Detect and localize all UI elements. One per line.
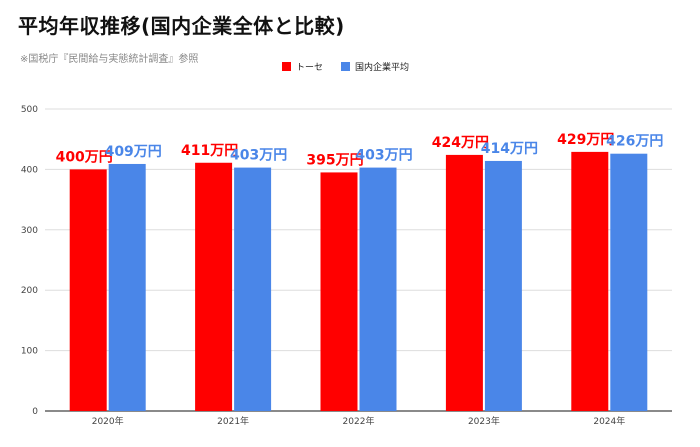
legend-label-series-2: 国内企業平均	[355, 63, 410, 73]
data-label-series-1: 429万円	[557, 132, 614, 148]
y-tick-label: 200	[21, 286, 38, 296]
x-tick-label: 2022年	[343, 415, 375, 427]
data-label-series-2: 426万円	[606, 134, 663, 150]
bar-series-1-2024年	[571, 151, 609, 411]
data-label-series-1: 411万円	[181, 143, 238, 159]
data-label-series-1: 400万円	[56, 149, 113, 165]
bar-series-1-2020年	[69, 169, 107, 411]
data-label-series-2: 409万円	[105, 144, 162, 160]
bar-series-2-2022年	[359, 167, 397, 411]
y-tick-label: 500	[21, 105, 38, 115]
legend-swatch-series-2	[341, 62, 351, 71]
chart-subtitle: ※国税庁『民間給与実態統計調査』参照	[20, 54, 199, 65]
data-label-series-2: 403万円	[355, 148, 412, 164]
data-label-series-1: 395万円	[306, 152, 363, 168]
gridlines	[45, 108, 672, 412]
legend-label-series-1: トーセ	[296, 63, 324, 73]
y-tick-label: 300	[21, 226, 38, 236]
x-tick-label: 2020年	[92, 415, 124, 427]
x-axis-ticks: 2020年 2021年 2022年 2023年 2024年	[92, 415, 626, 427]
y-tick-label: 0	[32, 407, 38, 417]
legend-item-series-1: トーセ	[282, 60, 323, 73]
data-label-series-2: 414万円	[481, 141, 538, 157]
chart-legend: トーセ 国内企業平均	[282, 60, 427, 73]
y-tick-label: 400	[21, 165, 38, 175]
x-tick-label: 2023年	[468, 415, 500, 427]
bar-series-1-2022年	[320, 172, 358, 411]
data-label-series-2: 403万円	[230, 148, 287, 164]
bars	[69, 151, 648, 412]
bar-series-1-2021年	[195, 162, 233, 411]
legend-swatch-series-1	[282, 62, 291, 71]
bar-series-2-2020年	[108, 163, 146, 411]
y-axis-ticks: 0 100 200 300 400 500	[21, 105, 38, 417]
x-tick-label: 2024年	[593, 415, 625, 427]
data-label-series-1: 424万円	[432, 135, 489, 151]
bar-series-2-2021年	[234, 167, 272, 411]
legend-item-series-2: 国内企業平均	[341, 60, 409, 73]
chart-title: 平均年収推移(国内企業全体と比較)	[18, 14, 345, 38]
bar-series-2-2024年	[610, 153, 648, 412]
x-tick-label: 2021年	[217, 415, 249, 427]
bar-series-2-2023年	[484, 160, 522, 411]
y-tick-label: 100	[21, 347, 38, 357]
bar-series-1-2023年	[445, 154, 483, 412]
